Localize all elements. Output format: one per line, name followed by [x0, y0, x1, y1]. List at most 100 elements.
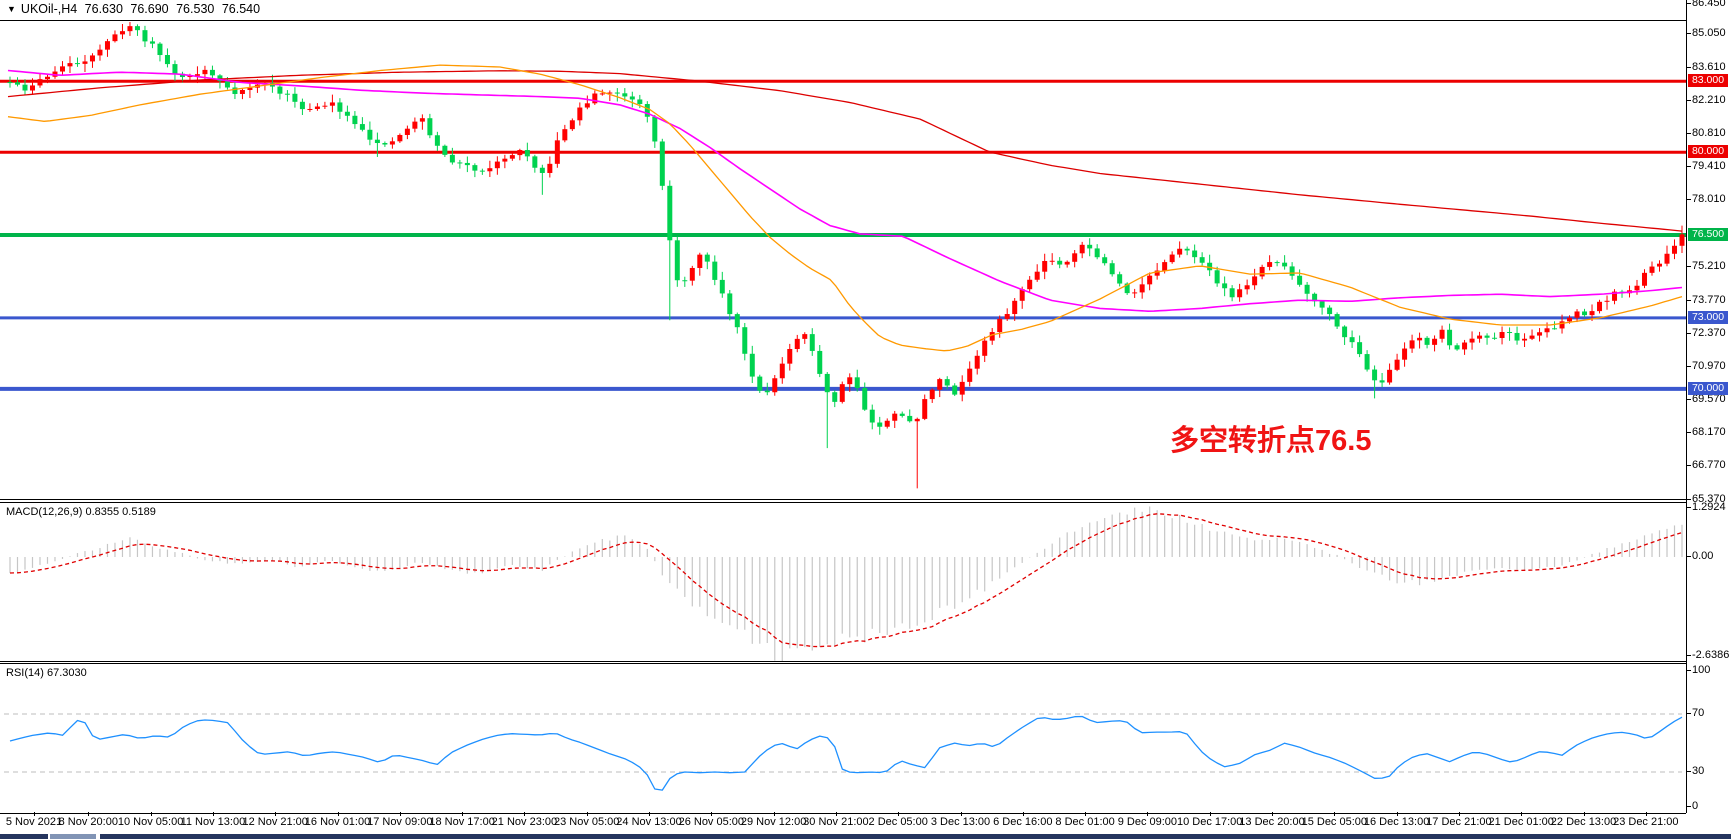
time-axis-label: 22 Dec 13:00 — [1550, 816, 1617, 828]
time-axis-tick — [1209, 812, 1211, 816]
time-axis-label: 24 Nov 13:00 — [616, 816, 682, 828]
price-chart[interactable] — [0, 0, 1686, 499]
time-axis-label: 29 Nov 12:00 — [740, 816, 807, 828]
axis-tick — [1687, 432, 1691, 434]
ma-slow-line — [7, 70, 1683, 232]
axis-tick — [1687, 365, 1691, 367]
axis-tick — [1687, 166, 1691, 168]
taskbar-segment — [100, 834, 1731, 839]
time-axis-label: 10 Dec 17:00 — [1176, 816, 1243, 828]
time-axis-tick — [212, 812, 214, 816]
price-axis-label: 79.410 — [1692, 160, 1726, 173]
price-axis-label: 75.210 — [1692, 259, 1726, 272]
price-axis-label: 80.810 — [1692, 127, 1726, 140]
candles — [7, 22, 1685, 489]
taskbar-segment — [0, 834, 48, 839]
time-axis-label: 10 Nov 05:00 — [117, 816, 184, 828]
price-level-badge: 73.000 — [1688, 310, 1728, 324]
time-axis-label: 18 Nov 17:00 — [429, 816, 495, 828]
time-axis-tick — [773, 812, 775, 816]
time-axis-label: 2 Dec 05:00 — [868, 816, 928, 828]
time-axis-tick — [1147, 812, 1149, 816]
price-axis-label: 65.370 — [1692, 492, 1726, 505]
macd-indicator-panel[interactable]: MACD(12,26,9) 0.8355 0.5189 — [0, 502, 1686, 662]
time-axis-tick — [649, 812, 650, 816]
price-level-badge: 70.000 — [1688, 381, 1728, 395]
axis-tick — [1687, 498, 1691, 500]
axis-tick — [1687, 332, 1691, 334]
price-high: 76.690 — [130, 2, 169, 16]
taskbar-segment — [50, 834, 96, 839]
time-axis-tick — [524, 812, 526, 816]
rsi-indicator-panel[interactable]: RSI(14) 67.3030 — [0, 663, 1686, 814]
time-axis-tick — [1272, 812, 1273, 816]
axis-tick — [1687, 465, 1691, 467]
time-axis-label: 8 Nov 20:00 — [58, 816, 118, 828]
price-level-badge: 83.000 — [1688, 74, 1728, 88]
axis-tick — [1687, 556, 1691, 557]
price-axis-label: 78.010 — [1692, 193, 1726, 206]
rsi-axis-label: 30 — [1692, 765, 1705, 777]
macd-chart[interactable] — [0, 503, 1686, 661]
axis-tick — [1687, 655, 1691, 657]
time-axis-tick — [34, 812, 35, 816]
time-axis-label: 23 Nov 05:00 — [553, 816, 620, 828]
time-axis-label: 6 Dec 16:00 — [993, 816, 1053, 828]
price-axis: 86.450 85.050 83.610 82.210 80.810 79.410 78.0… — [1686, 0, 1731, 813]
time-axis-tick — [1396, 812, 1398, 816]
axis-tick — [1687, 199, 1691, 201]
time-axis-tick — [1334, 812, 1336, 816]
time-axis-label: 23 Dec 21:00 — [1613, 816, 1679, 828]
time-axis-label: 21 Dec 01:00 — [1488, 816, 1554, 828]
time-axis-label: 13 Dec 20:00 — [1239, 816, 1305, 828]
axis-tick — [1687, 806, 1691, 807]
time-axis-label: 17 Nov 09:00 — [367, 816, 433, 828]
rsi-chart[interactable] — [0, 664, 1686, 813]
time-axis: 5 Nov 2021 8 Nov 20:00 10 Nov 05:00 11 Nov … — [0, 812, 1731, 833]
time-axis-tick — [275, 812, 277, 816]
time-axis-tick — [1085, 812, 1087, 816]
macd-axis-label: -2.6386 — [1692, 649, 1730, 662]
rsi-axis-label: 70 — [1692, 707, 1705, 719]
price-open: 76.630 — [84, 2, 123, 16]
price-close: 76.540 — [221, 2, 261, 16]
rsi-axis-label: 100 — [1692, 663, 1711, 676]
price-axis-label: 86.450 — [1692, 0, 1726, 9]
time-axis-label: 16 Dec 13:00 — [1363, 816, 1430, 828]
axis-tick — [1687, 399, 1691, 401]
rsi-label: RSI(14) 67.3030 — [6, 667, 87, 679]
axis-tick — [1687, 299, 1691, 301]
macd-histogram — [9, 506, 1683, 661]
axis-tick — [1687, 133, 1691, 135]
rsi-axis-label: 0 — [1692, 800, 1699, 812]
axis-tick — [1687, 771, 1691, 772]
time-axis-label: 30 Nov 21:00 — [803, 816, 869, 828]
price-low: 76.530 — [176, 2, 215, 16]
macd-signal-line — [9, 513, 1683, 648]
price-axis-label: 73.770 — [1692, 293, 1726, 306]
chart-annotation-text: 多空转折点76.5 — [1170, 425, 1372, 457]
time-axis-label: 3 Dec 13:00 — [930, 816, 991, 828]
axis-tick — [1687, 713, 1691, 714]
price-level-badge: 76.500 — [1688, 228, 1728, 242]
time-axis-label: 17 Dec 21:00 — [1426, 816, 1492, 828]
time-axis-label: 26 Nov 05:00 — [678, 816, 745, 828]
price-axis-label: 83.610 — [1692, 60, 1726, 73]
rsi-line — [9, 715, 1683, 791]
price-axis-label: 70.970 — [1692, 359, 1726, 372]
macd-label: MACD(12,26,9) 0.8355 0.5189 — [6, 506, 156, 518]
time-axis-tick — [150, 812, 152, 816]
time-axis-tick — [586, 812, 588, 816]
price-chart-panel[interactable]: ▼ UKOil-,H4 76.630 76.690 76.530 76.540 多… — [0, 0, 1686, 500]
macd-axis-label: 1.2924 — [1692, 501, 1726, 514]
axis-tick — [1687, 507, 1691, 509]
price-axis-label: 72.370 — [1692, 326, 1726, 339]
symbol-dropdown-arrow[interactable]: ▼ — [7, 4, 16, 14]
time-axis-tick — [960, 812, 962, 816]
price-axis-label: 66.770 — [1692, 459, 1726, 472]
price-axis-label: 82.210 — [1692, 93, 1726, 106]
time-axis-label: 21 Nov 23:00 — [491, 816, 558, 828]
axis-tick — [1687, 66, 1691, 68]
chart-title: ▼ UKOil-,H4 76.630 76.690 76.530 76.540 — [7, 2, 264, 17]
time-axis-tick — [835, 812, 837, 816]
